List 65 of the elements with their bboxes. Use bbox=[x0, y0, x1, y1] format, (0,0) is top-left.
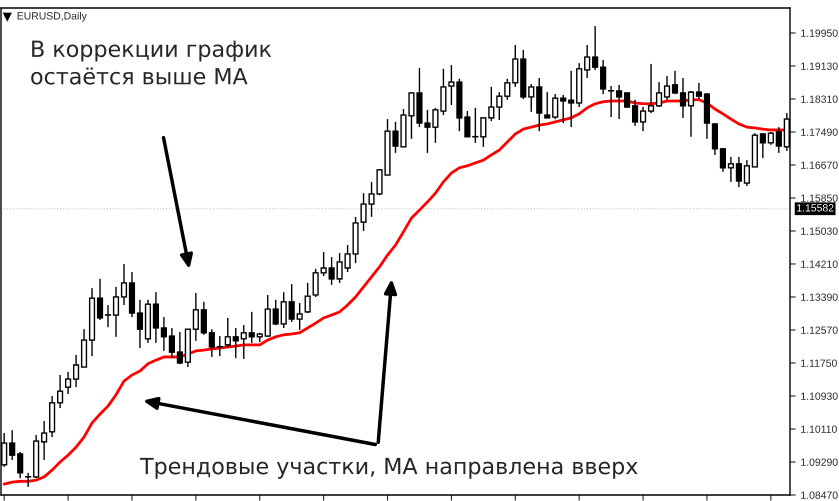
y-tick-label: 1.10930 bbox=[801, 392, 838, 400]
candlestick bbox=[41, 420, 48, 461]
candlestick bbox=[160, 316, 167, 352]
candlestick bbox=[176, 331, 183, 365]
candlestick bbox=[472, 107, 478, 144]
candlestick bbox=[696, 82, 702, 100]
candlestick bbox=[304, 282, 311, 314]
candlestick bbox=[464, 110, 470, 138]
candlestick bbox=[672, 70, 678, 95]
candlestick bbox=[624, 91, 630, 109]
candlestick bbox=[152, 291, 160, 344]
candlestick bbox=[688, 90, 694, 138]
annotation: Трендовые участки, МА направлена вверх bbox=[140, 458, 638, 479]
y-tick-label: 1.09290 bbox=[801, 458, 838, 466]
candlestick bbox=[616, 84, 622, 120]
candlestick bbox=[72, 354, 80, 388]
candlestick bbox=[664, 75, 670, 100]
candlestick bbox=[728, 156, 734, 183]
y-tick-label: 1.17490 bbox=[801, 128, 838, 136]
candlestick bbox=[432, 107, 439, 144]
candlestick bbox=[96, 278, 104, 321]
y-tick-label: 1.08470 bbox=[801, 492, 838, 499]
candlestick bbox=[360, 192, 367, 232]
candlestick bbox=[656, 81, 662, 108]
candlestick bbox=[336, 252, 343, 284]
ref-line-label: 1.15582 bbox=[797, 204, 834, 212]
candlestick bbox=[25, 472, 32, 488]
candlestick bbox=[320, 251, 327, 277]
candlestick bbox=[632, 99, 638, 127]
y-tick-label: 1.14210 bbox=[801, 260, 838, 268]
y-tick-label: 1.10110 bbox=[801, 425, 837, 433]
y-tick-label: 1.18310 bbox=[801, 95, 838, 103]
candlestick bbox=[328, 256, 335, 286]
candlestick bbox=[648, 63, 654, 114]
candlestick bbox=[64, 371, 72, 395]
candlestick bbox=[448, 64, 454, 106]
y-tick-label: 1.15030 bbox=[801, 227, 838, 235]
candlestick bbox=[312, 268, 319, 298]
candlestick bbox=[344, 244, 351, 273]
y-tick-label: 1.13390 bbox=[801, 293, 838, 301]
chart-title: EURUSD,Daily bbox=[18, 12, 87, 22]
candlestick bbox=[392, 121, 399, 154]
annotation: В коррекции график остаётся выше МА bbox=[31, 40, 272, 85]
y-tick-label: 1.16670 bbox=[801, 161, 838, 169]
y-tick-label: 1.15850 bbox=[801, 194, 838, 202]
candlestick bbox=[120, 263, 128, 306]
candlestick bbox=[104, 304, 112, 328]
candlestick bbox=[408, 91, 415, 140]
candlestick bbox=[424, 109, 431, 154]
candlestick bbox=[736, 156, 742, 188]
candlestick bbox=[720, 147, 726, 173]
candlestick bbox=[600, 59, 606, 95]
y-tick-label: 1.12570 bbox=[801, 326, 838, 334]
y-tick-label: 1.11750 bbox=[801, 359, 837, 367]
candlestick bbox=[640, 106, 646, 132]
candlestick bbox=[168, 327, 175, 359]
candlestick bbox=[608, 85, 614, 118]
candlestick bbox=[680, 77, 686, 119]
candlestick bbox=[136, 299, 144, 349]
candlestick bbox=[57, 374, 64, 409]
y-tick-label: 1.19950 bbox=[801, 29, 838, 37]
candlestick bbox=[368, 181, 375, 218]
y-tick-label: 1.19130 bbox=[801, 62, 838, 70]
candlestick bbox=[112, 286, 120, 338]
candlestick bbox=[744, 159, 750, 187]
